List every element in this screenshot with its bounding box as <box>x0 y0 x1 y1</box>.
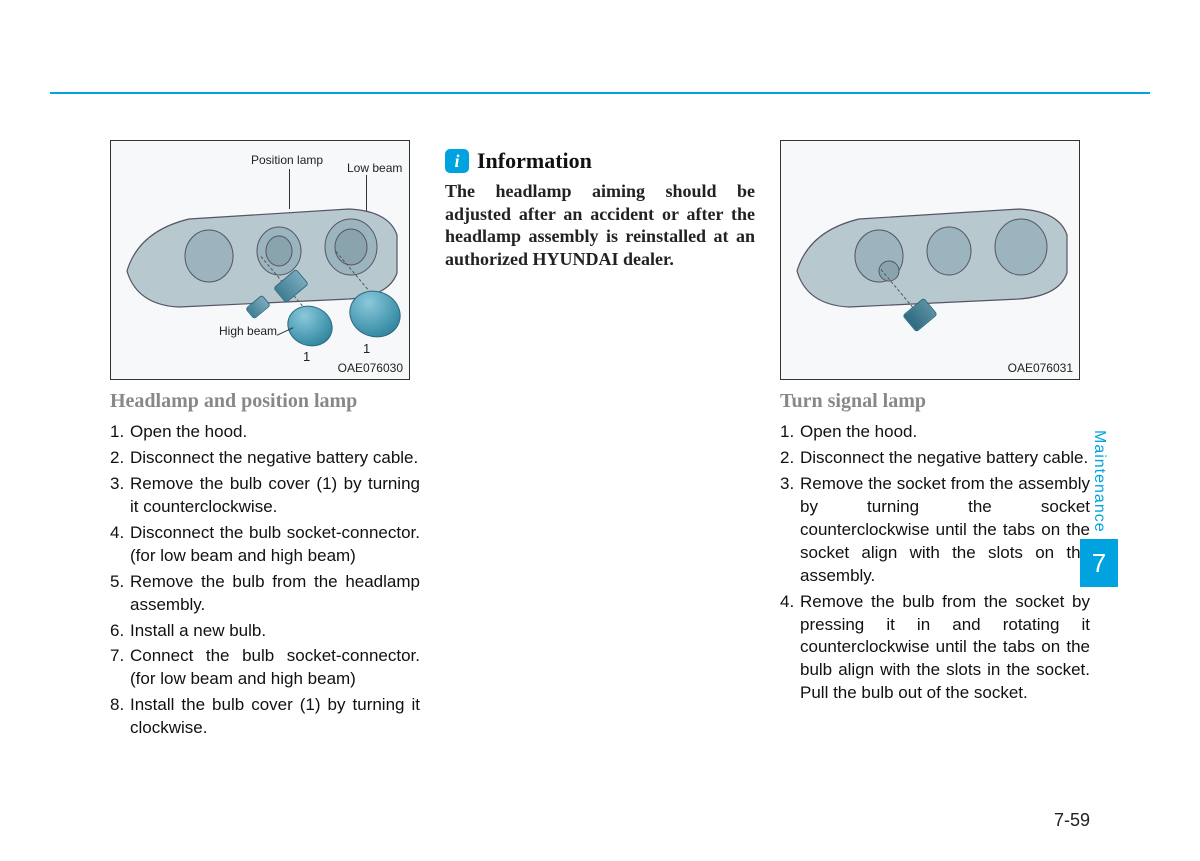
step-text: Disconnect the negative battery cable. <box>130 447 420 470</box>
step-text: Remove the bulb from the socket by press… <box>800 591 1090 706</box>
step-text: Open the hood. <box>800 421 1090 444</box>
info-body: The headlamp aiming should be adjusted a… <box>445 180 755 270</box>
step-text: Connect the bulb socket-connector. (for … <box>130 645 420 691</box>
side-tab-number: 7 <box>1080 539 1118 587</box>
info-heading: i Information <box>445 148 755 174</box>
step-text: Open the hood. <box>130 421 420 444</box>
label-position-lamp: Position lamp <box>251 153 323 167</box>
cap-number-1: 1 <box>363 341 370 356</box>
section-title-headlamp: Headlamp and position lamp <box>110 390 420 413</box>
info-icon: i <box>445 149 469 173</box>
steps-turn-signal: 1.Open the hood. 2.Disconnect the negati… <box>780 421 1090 705</box>
step-text: Remove the bulb cover (1) by turning it … <box>130 473 420 519</box>
section-title-turn-signal: Turn signal lamp <box>780 390 1090 413</box>
step-text: Install the bulb cover (1) by turning it… <box>130 694 420 740</box>
step-text: Install a new bulb. <box>130 620 420 643</box>
figure-code: OAE076031 <box>1008 361 1073 375</box>
side-tab: Maintenance 7 <box>1090 430 1120 587</box>
step-text: Remove the socket from the assembly by t… <box>800 473 1090 588</box>
page-content: Position lamp Low beam <box>110 140 1090 743</box>
column-1: Position lamp Low beam <box>110 140 420 743</box>
step-text: Remove the bulb from the headlamp assemb… <box>130 571 420 617</box>
column-2: i Information The headlamp aiming should… <box>445 140 755 743</box>
figure-turn-signal: OAE076031 <box>780 140 1080 380</box>
steps-headlamp: 1.Open the hood. 2.Disconnect the negati… <box>110 421 420 740</box>
figure-code: OAE076030 <box>338 361 403 375</box>
step-text: Disconnect the bulb socket-connector. (f… <box>130 522 420 568</box>
page-number: 7-59 <box>1054 810 1090 831</box>
figure-headlamp: Position lamp Low beam <box>110 140 410 380</box>
info-title: Information <box>477 148 592 174</box>
step-text: Disconnect the negative battery cable. <box>800 447 1090 470</box>
side-tab-label: Maintenance <box>1090 430 1108 539</box>
label-low-beam: Low beam <box>347 161 402 175</box>
label-high-beam: High beam <box>219 324 277 338</box>
column-3: OAE076031 Turn signal lamp 1.Open the ho… <box>780 140 1090 743</box>
cap-number-1: 1 <box>303 349 310 364</box>
top-rule <box>50 92 1150 94</box>
